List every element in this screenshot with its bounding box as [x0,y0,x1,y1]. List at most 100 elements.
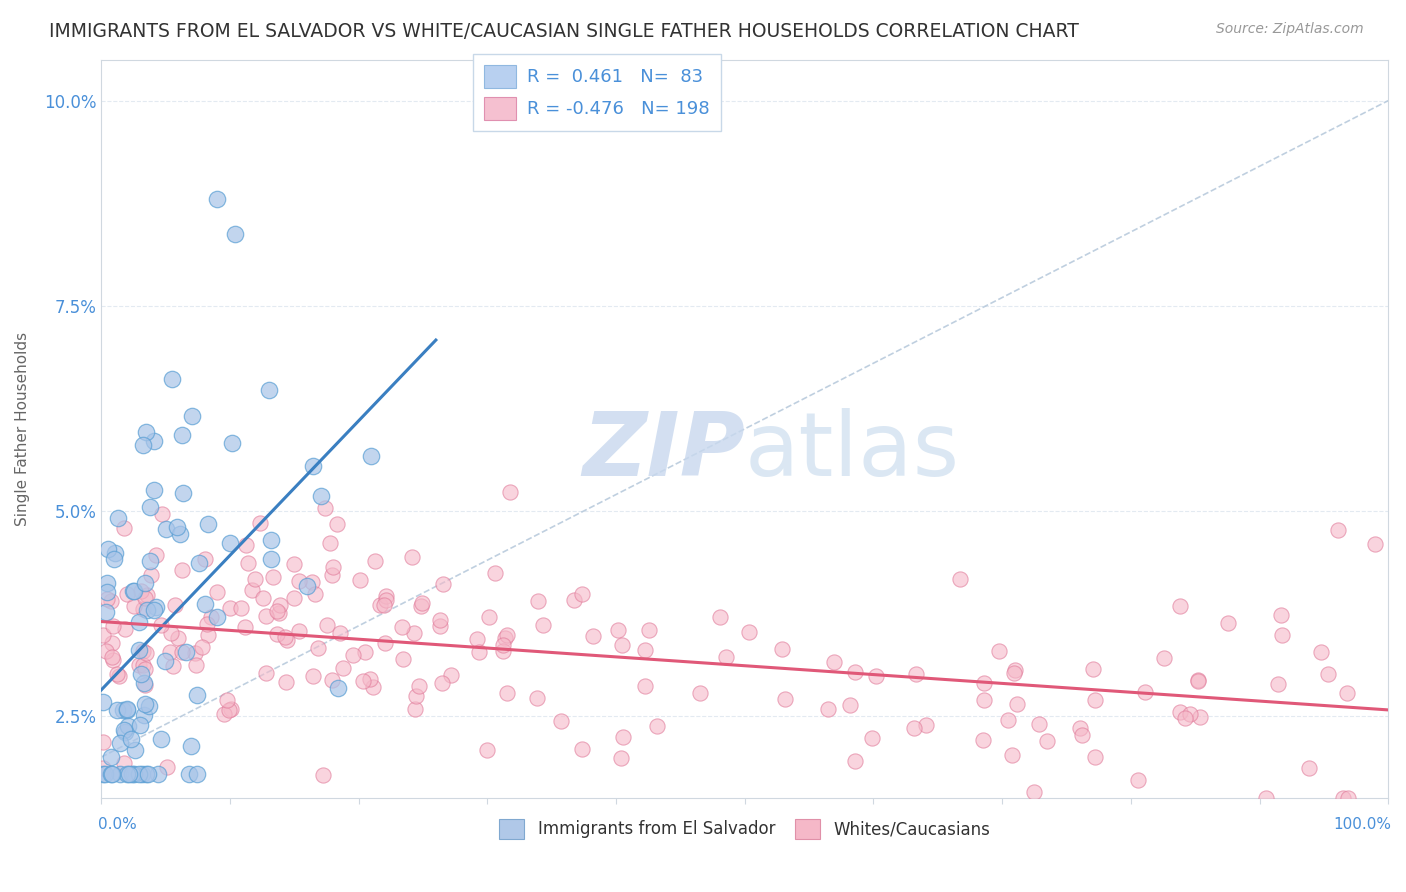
Point [132,438,155,452]
Point [349,573,371,587]
Point [973,693,995,707]
Point [166,631,188,645]
Point [915,717,938,731]
Point [134,698,156,712]
Point [170,563,193,577]
Point [177,766,200,780]
Point [773,692,796,706]
Point [160,626,183,640]
Point [637,623,659,637]
Y-axis label: Single Father Households: Single Father Households [15,332,30,526]
Point [1364,537,1386,551]
Point [112,723,135,738]
Point [121,766,143,780]
Point [904,666,927,681]
Point [373,599,395,613]
Point [215,693,238,707]
Point [195,617,218,632]
Point [352,674,374,689]
Point [844,665,866,680]
Point [235,538,257,552]
Point [132,658,155,673]
Point [134,662,156,676]
Point [645,718,668,732]
Point [197,628,219,642]
Point [128,615,150,630]
Point [219,601,242,615]
Point [94,605,117,619]
Point [274,630,297,644]
Point [138,766,160,780]
Point [159,645,181,659]
Point [135,766,157,780]
Point [429,613,451,627]
Point [117,766,139,780]
Point [772,642,794,657]
Point [97,542,120,557]
Point [91,695,114,709]
Point [1187,674,1209,689]
Point [430,676,453,690]
Point [170,428,193,442]
Point [100,766,122,780]
Point [114,622,136,636]
Point [1001,747,1024,762]
Point [499,484,522,499]
Point [135,646,157,660]
Point [571,742,593,756]
Point [496,628,519,642]
Point [1002,666,1025,681]
Point [224,227,246,241]
Point [142,603,165,617]
Point [288,574,311,588]
Point [252,591,274,605]
Point [1133,685,1156,699]
Point [1174,711,1197,725]
Point [321,568,343,582]
Point [1081,662,1104,676]
Point [107,669,129,683]
Point [266,627,288,641]
Point [138,698,160,713]
Point [122,599,145,613]
Point [103,653,125,667]
Point [142,483,165,497]
Point [860,731,883,745]
Point [112,703,135,717]
Point [949,572,972,586]
Point [107,511,129,525]
Point [609,750,631,764]
Point [194,552,217,566]
Point [484,566,506,581]
Point [162,658,184,673]
Point [562,593,585,607]
Point [166,520,188,534]
Point [219,702,242,716]
Point [839,698,862,713]
Point [180,739,202,754]
Point [117,719,139,733]
Point [1310,645,1333,659]
Point [571,587,593,601]
Point [1271,628,1294,642]
Point [360,450,382,464]
Point [115,701,138,715]
Point [527,594,550,608]
Point [432,577,454,591]
Point [689,686,711,700]
Point [405,689,427,703]
Point [129,666,152,681]
Point [263,570,285,584]
Point [129,717,152,731]
Point [260,551,283,566]
Point [243,572,266,586]
Point [817,702,839,716]
Point [1317,667,1340,681]
Point [153,654,176,668]
Point [402,625,425,640]
Point [1270,608,1292,623]
Point [392,652,415,666]
Point [1069,721,1091,735]
Point [145,599,167,614]
Point [1337,791,1360,805]
